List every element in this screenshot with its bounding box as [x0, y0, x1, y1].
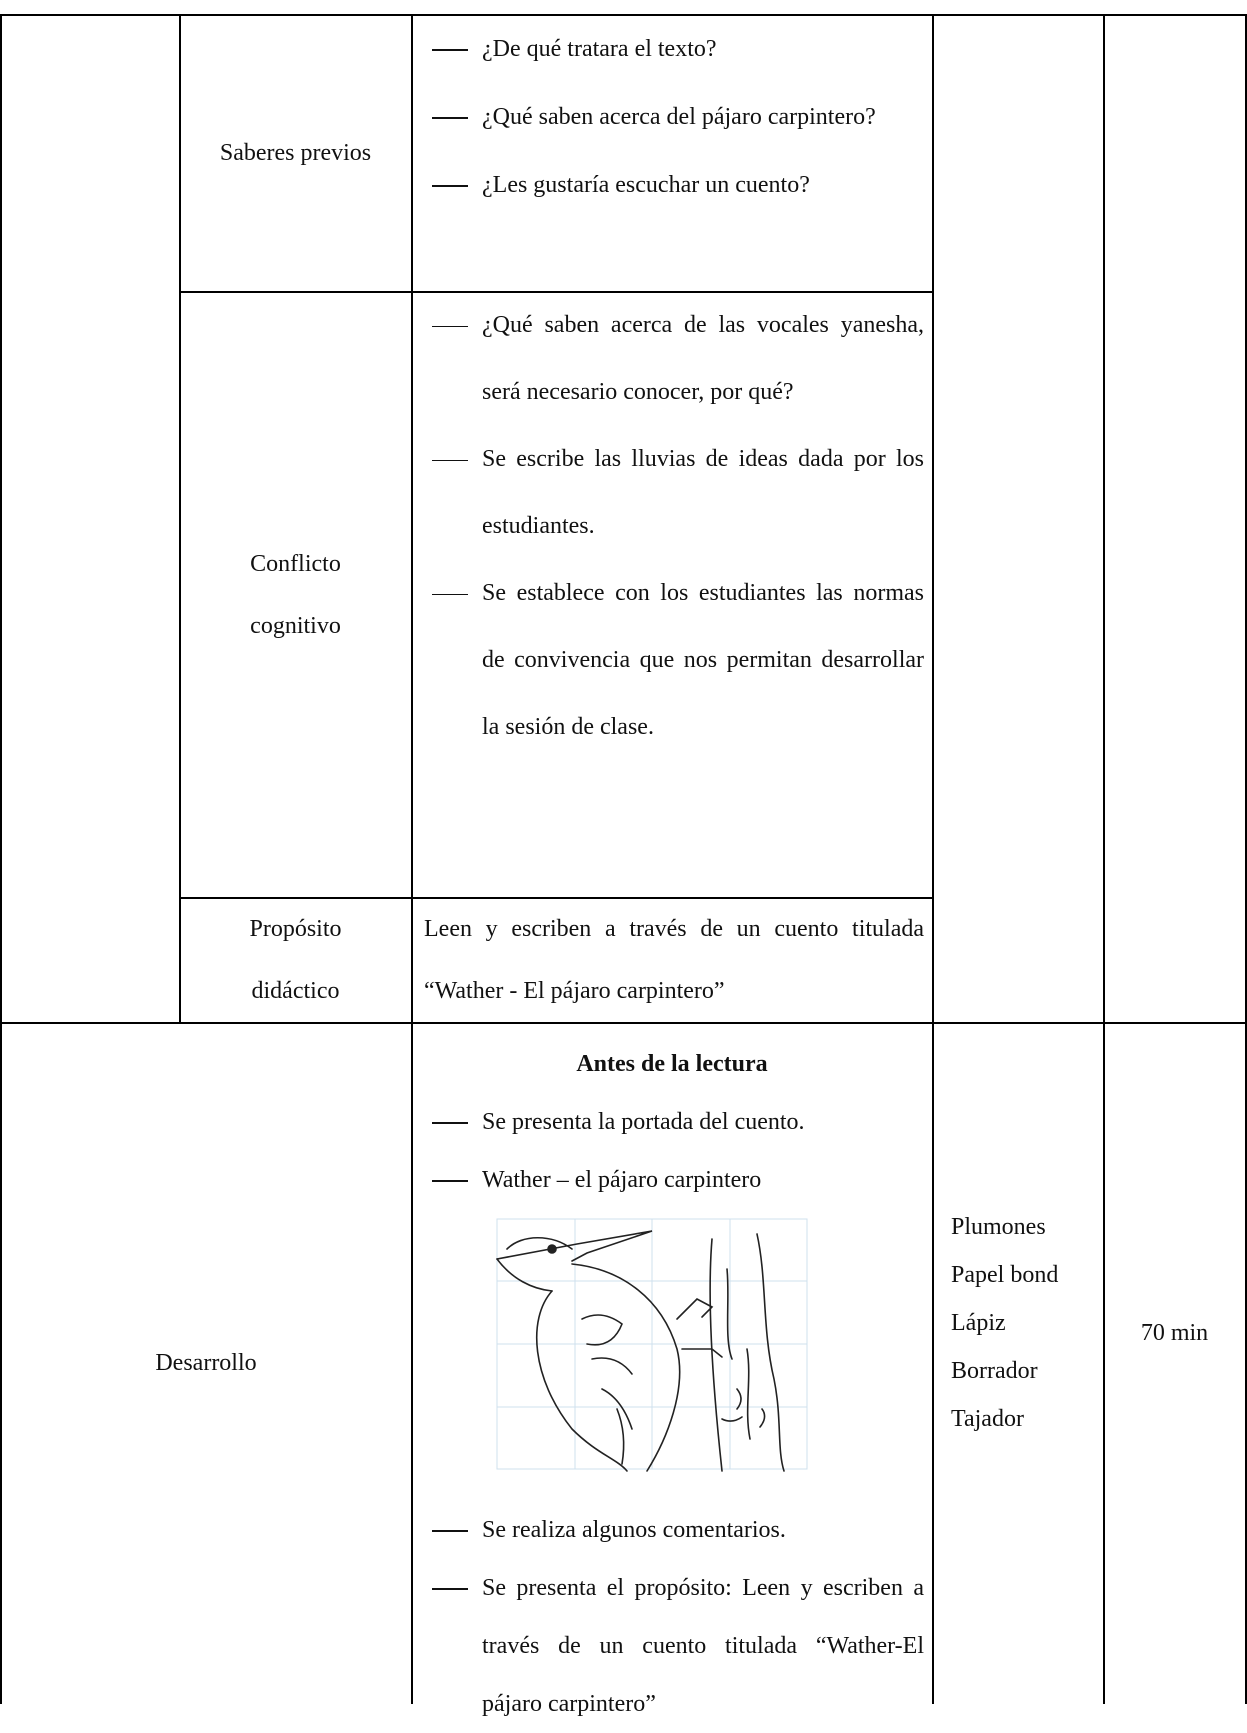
rule [1245, 14, 1247, 1704]
rule [411, 14, 413, 1704]
time-label: 70 min [1140, 1319, 1209, 1346]
item-text: ¿Les gustaría escuchar un cuento? [482, 172, 810, 198]
bullet-dash [432, 1530, 468, 1532]
bullet-dash [432, 185, 468, 187]
material-item: Borrador [951, 1358, 1038, 1384]
item-text: Se realiza algunos comentarios. [482, 1517, 786, 1543]
list-item: Se presenta el propósito: Leen y escribe… [412, 1559, 932, 1733]
time-cell: 70 min [1104, 1023, 1245, 1643]
item-text: ¿De qué tratara el texto? [482, 36, 717, 62]
item-text: Se escribe las lluvias de ideas dada por… [482, 446, 924, 539]
activity-cell: ¿Qué saben acerca de las vocales yanesha… [412, 292, 932, 897]
activity-list: Se realiza algunos comentarios. Se presen… [412, 1501, 932, 1733]
item-text: Se presenta el propósito: Leen y escribe… [482, 1575, 924, 1717]
woodpecker-illustration [496, 1218, 808, 1472]
list-item: ¿Qué saben acerca del pájaro carpintero? [412, 83, 932, 151]
rule [0, 14, 1247, 16]
bullet-dash [432, 49, 468, 51]
rule [1103, 14, 1105, 1704]
stage-label: Saberes previos [219, 140, 372, 166]
activity-cell: Antes de la lectura Se presenta la porta… [412, 1035, 932, 1733]
list-item: ¿De qué tratara el texto? [412, 15, 932, 83]
rule [932, 14, 934, 1704]
activity-cell: ¿De qué tratara el texto? ¿Qué saben acer… [412, 15, 932, 291]
stage-cell: Desarrollo [1, 1023, 411, 1704]
activity-cell: Leen y escriben a través de un cuento ti… [412, 898, 932, 1022]
list-item: Se presenta la portada del cuento. [412, 1093, 932, 1151]
material-item: Tajador [951, 1406, 1024, 1432]
stage-cell: Saberes previos [180, 15, 411, 291]
activity-list: ¿Qué saben acerca de las vocales yanesha… [412, 292, 932, 761]
rule [179, 291, 932, 293]
section-heading: Antes de la lectura [576, 1051, 768, 1077]
rule [0, 14, 2, 1704]
list-item: Se escribe las lluvias de ideas dada por… [412, 426, 932, 560]
item-text: Wather – el pájaro carpintero [482, 1167, 762, 1193]
material-item: Plumones [951, 1214, 1046, 1240]
list-item: Wather – el pájaro carpintero [412, 1151, 932, 1209]
bullet-dash [432, 1122, 468, 1124]
rule [179, 14, 181, 1022]
list-item: Se establece con los estudiantes las nor… [412, 560, 932, 761]
materials-cell: Plumones Papel bond Lápiz Borrador Tajador [933, 1023, 1103, 1623]
bullet-dash [432, 117, 468, 119]
activity-list: ¿De qué tratara el texto? ¿Qué saben acer… [412, 15, 932, 219]
activity-list: Se presenta la portada del cuento. Wather… [412, 1093, 932, 1209]
material-item: Lápiz [951, 1310, 1006, 1336]
item-text: ¿Qué saben acerca de las vocales yanesha… [482, 312, 924, 405]
bullet-dash [432, 593, 468, 595]
bullet-dash [432, 325, 468, 327]
bullet-dash [432, 1180, 468, 1182]
rule [179, 897, 932, 899]
material-item: Papel bond [951, 1262, 1059, 1288]
item-text: Se presenta la portada del cuento. [482, 1109, 805, 1135]
stage-label: Desarrollo [155, 1350, 257, 1376]
bullet-dash [432, 1588, 468, 1590]
stage-label: Conflicto cognitivo [250, 550, 341, 639]
rule [0, 1022, 1247, 1024]
list-item: Se realiza algunos comentarios. [412, 1501, 932, 1559]
item-text: Se establece con los estudiantes las nor… [482, 580, 924, 740]
list-item: ¿Qué saben acerca de las vocales yanesha… [412, 292, 932, 426]
materials-list: Plumones Papel bond Lápiz Borrador Tajador [951, 1203, 1058, 1443]
stage-label: Propósito didáctico [249, 916, 342, 1004]
bullet-dash [432, 459, 468, 461]
stage-cell: Conflicto cognitivo [180, 292, 411, 897]
purpose-text: Leen y escriben a través de un cuento ti… [424, 916, 924, 1004]
item-text: ¿Qué saben acerca del pájaro carpintero? [482, 104, 876, 130]
stage-cell: Propósito didáctico [180, 898, 411, 1022]
list-item: ¿Les gustaría escuchar un cuento? [412, 151, 932, 219]
